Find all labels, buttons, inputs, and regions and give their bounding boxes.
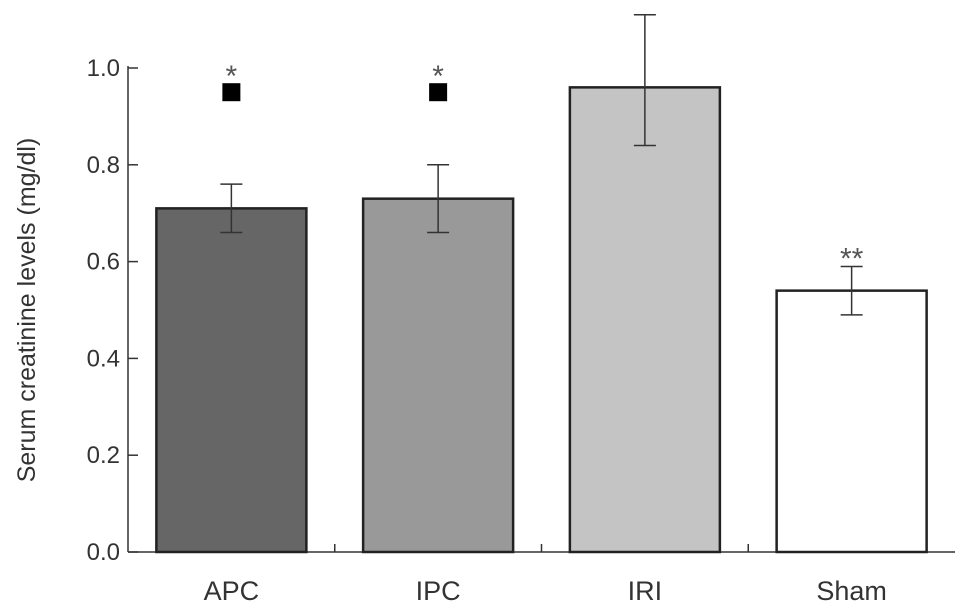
axes: 0.0 0.2 0.4 0.6 0.8 1.0 — [87, 55, 955, 566]
y-tick-label: 0.8 — [87, 152, 120, 179]
significance-star: * — [432, 60, 444, 93]
significance-markers: * *** — [222, 60, 864, 275]
error-bars — [220, 14, 863, 316]
significance-star: * — [226, 60, 238, 93]
bar-ipc — [361, 197, 515, 554]
y-tick-label: 0.4 — [87, 345, 120, 372]
x-tick-label: APC — [204, 576, 260, 606]
square-marker — [429, 83, 448, 102]
x-tick-label: IPC — [416, 576, 461, 606]
significance-star: ** — [840, 242, 864, 275]
y-tick-label: 0.0 — [87, 539, 120, 566]
y-axis-title: Serum creatinine levels (mg/dl) — [13, 138, 41, 483]
y-tick-label: 1.0 — [87, 55, 120, 82]
bar-iri — [568, 86, 722, 554]
y-tick-label: 0.2 — [87, 442, 120, 469]
x-tick-label: IRI — [628, 576, 663, 606]
bars: APC IPC IRI Sham — [155, 86, 928, 606]
bar-apc — [155, 207, 308, 554]
y-tick-label: 0.6 — [87, 249, 120, 276]
bar-sham — [775, 289, 928, 554]
x-tick-label: Sham — [816, 576, 887, 606]
square-marker — [222, 83, 241, 102]
